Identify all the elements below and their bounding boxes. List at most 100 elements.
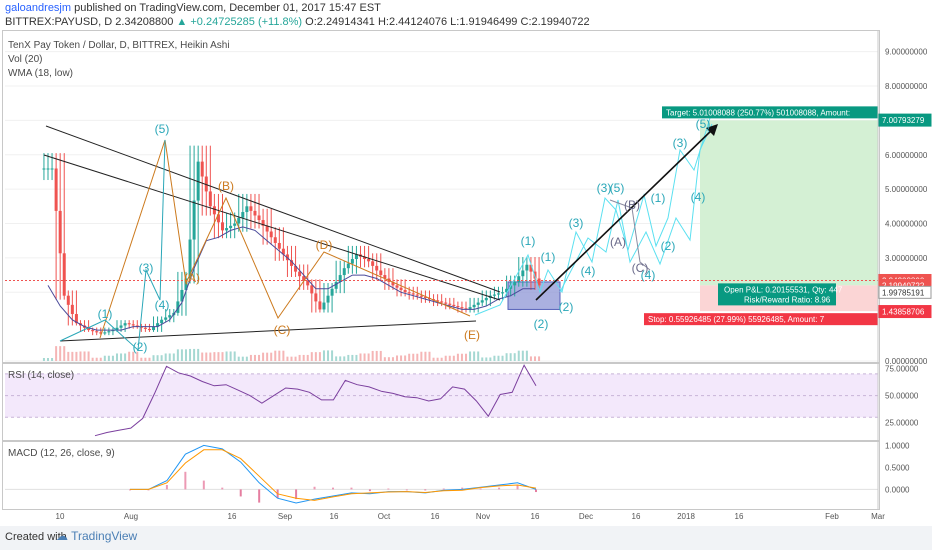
- volume-bar: [241, 356, 244, 361]
- volume-bar: [79, 351, 82, 361]
- tradingview-logo[interactable]: ☁ TradingView: [56, 529, 138, 543]
- candle-body: [529, 264, 533, 272]
- volume-bar: [91, 357, 94, 361]
- candle-body: [403, 289, 407, 293]
- pnl-label-text: Open P&L: 0.20155531, Qty: 447: [724, 285, 843, 294]
- candle-body: [70, 304, 74, 315]
- candle-body: [233, 223, 237, 226]
- wave-label: (5): [155, 122, 170, 136]
- price-pane[interactable]: [2, 30, 880, 364]
- volume-bar: [282, 350, 285, 361]
- volume-bar: [233, 351, 236, 361]
- macd-histogram-bar: [442, 488, 445, 490]
- candle-body: [237, 217, 241, 224]
- volume-bar: [47, 358, 49, 361]
- chart-canvas[interactable]: (1) (2) (3) (4) (5) (A) (B) (C) (D) (E) (1) (2) (1) (…: [0, 0, 932, 526]
- candle-body: [91, 330, 95, 332]
- stop-label: Stop: 0.55926485 (27.99%) 55926485, Amou…: [644, 313, 878, 326]
- volume-bar: [160, 355, 163, 361]
- candle-body: [221, 222, 225, 231]
- volume-bar: [258, 354, 261, 361]
- volume-bar: [71, 351, 74, 361]
- volume-bar: [343, 356, 346, 361]
- candle-body: [318, 301, 322, 310]
- volume-bar: [489, 357, 492, 361]
- candle-body: [225, 228, 229, 231]
- volume-bar: [314, 352, 317, 361]
- wave-label: (1): [651, 191, 666, 205]
- volume-bar: [534, 356, 536, 361]
- rsi-legend: RSI (14, close): [8, 370, 75, 381]
- macd-legend: MACD (12, 26, close, 9): [8, 448, 115, 459]
- candle-body: [245, 206, 249, 213]
- candle-body: [354, 254, 358, 260]
- candle-body: [160, 319, 164, 324]
- x-tick-label: Nov: [476, 512, 490, 521]
- volume-bar: [302, 354, 305, 361]
- y-tick-label: 9.00000000: [885, 48, 928, 57]
- y-tick-label: 0.00000000: [885, 357, 928, 366]
- candle-body: [188, 239, 192, 279]
- volume-bar: [452, 355, 455, 361]
- wave-label: (1): [541, 250, 556, 264]
- volume-bar: [124, 353, 127, 361]
- macd-histogram-bar: [368, 489, 371, 492]
- candle-body: [265, 225, 269, 232]
- macd-pane[interactable]: [2, 440, 880, 510]
- price-flag: 7.00793279: [878, 113, 932, 127]
- volume-bar: [128, 351, 131, 361]
- macd-histogram-bar: [479, 488, 482, 490]
- volume-bar: [505, 353, 508, 361]
- volume-bar: [318, 352, 321, 361]
- volume-bar: [298, 354, 301, 361]
- ohlc-high: H:2.44124076: [377, 16, 448, 28]
- volume-bar: [213, 352, 216, 361]
- author-link[interactable]: galoandresjm: [5, 2, 72, 14]
- volume-bar: [201, 352, 204, 361]
- volume-bar: [278, 350, 281, 361]
- volume-bar: [164, 353, 167, 361]
- rsi-band: [5, 373, 878, 418]
- volume-bar: [363, 353, 366, 361]
- footer: Created with ☁ TradingView: [0, 526, 932, 550]
- volume-bar: [481, 357, 484, 361]
- vol-legend: Vol (20): [8, 54, 43, 65]
- volume-bar: [497, 355, 500, 361]
- x-tick-label: 10: [56, 512, 65, 521]
- volume-bar: [469, 351, 472, 361]
- volume-bar: [95, 357, 98, 361]
- rsi-tick-label: 25.00000: [885, 419, 919, 428]
- candle-body: [367, 259, 371, 262]
- wave-label: (4): [691, 190, 706, 204]
- price-flag: 1.99785191: [878, 285, 932, 299]
- candle-body: [212, 206, 216, 215]
- volume-bar: [176, 349, 179, 361]
- candle-body: [111, 330, 115, 332]
- macd-histogram-bar: [332, 487, 334, 490]
- candle-body: [58, 210, 62, 254]
- price-flag-box: [878, 285, 932, 299]
- volume-bar: [444, 355, 447, 361]
- volume-bar: [501, 355, 504, 361]
- wma-legend: WMA (18, low): [8, 68, 74, 79]
- candle-body: [480, 300, 484, 303]
- candle-body: [452, 304, 456, 306]
- candle-body: [444, 302, 448, 304]
- elliott-wave-teal: [59, 139, 166, 352]
- main-legend: TenX Pay Token / Dollar, D, BITTREX, Hei…: [8, 40, 230, 51]
- volume-bar: [217, 352, 220, 361]
- macd-histogram-bar: [221, 487, 224, 490]
- rsi-pane[interactable]: [2, 362, 880, 442]
- candle-body: [415, 294, 419, 296]
- volume-bar: [253, 354, 256, 361]
- volume-bar: [42, 358, 45, 361]
- candle-body: [350, 259, 354, 264]
- candle-body: [119, 325, 123, 328]
- volume-bar: [249, 354, 252, 361]
- volume-bar: [189, 348, 192, 361]
- volume-bar: [140, 357, 143, 361]
- volume-bar: [416, 353, 419, 361]
- candle-body: [371, 261, 375, 266]
- volume-bar: [424, 351, 427, 361]
- candle-body: [423, 296, 427, 298]
